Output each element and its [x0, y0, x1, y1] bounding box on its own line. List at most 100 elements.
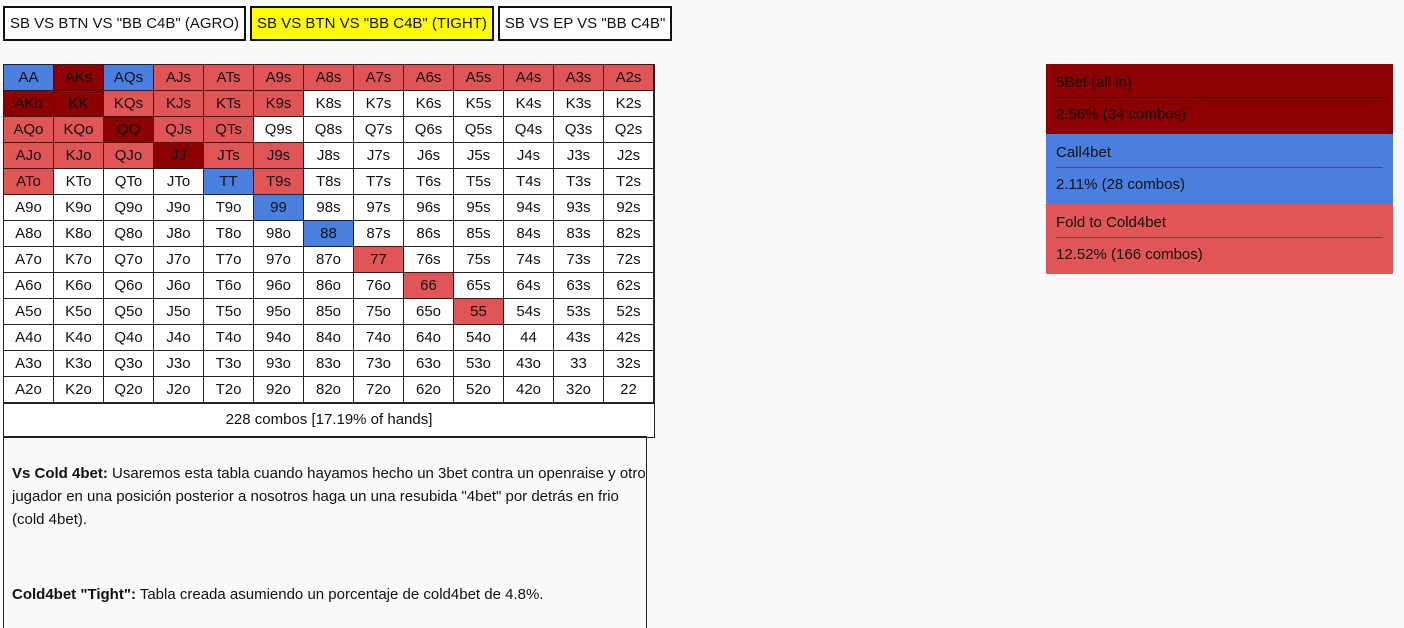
hand-cell[interactable]: A5s — [453, 64, 504, 91]
hand-cell[interactable]: 55 — [453, 298, 504, 325]
hand-cell[interactable]: T2o — [203, 376, 254, 403]
hand-cell[interactable]: ATs — [203, 64, 254, 91]
hand-cell[interactable]: 84s — [503, 220, 554, 247]
hand-cell[interactable]: QQ — [103, 116, 154, 143]
hand-cell[interactable]: K6o — [53, 272, 104, 299]
hand-cell[interactable]: J2s — [603, 142, 654, 169]
hand-cell[interactable]: 76o — [353, 272, 404, 299]
hand-cell[interactable]: 75s — [453, 246, 504, 273]
hand-cell[interactable]: 32o — [553, 376, 604, 403]
hand-cell[interactable]: 64o — [403, 324, 454, 351]
hand-cell[interactable]: A6o — [3, 272, 54, 299]
hand-cell[interactable]: AJs — [153, 64, 204, 91]
hand-cell[interactable]: A3o — [3, 350, 54, 377]
hand-cell[interactable]: J8s — [303, 142, 354, 169]
hand-cell[interactable]: 86s — [403, 220, 454, 247]
hand-cell[interactable]: 72s — [603, 246, 654, 273]
hand-cell[interactable]: T7s — [353, 168, 404, 195]
hand-cell[interactable]: K9o — [53, 194, 104, 221]
hand-cell[interactable]: 96o — [253, 272, 304, 299]
hand-cell[interactable]: K5o — [53, 298, 104, 325]
hand-cell[interactable]: J3o — [153, 350, 204, 377]
hand-cell[interactable]: 63s — [553, 272, 604, 299]
hand-cell[interactable]: QJs — [153, 116, 204, 143]
hand-cell[interactable]: 98s — [303, 194, 354, 221]
hand-cell[interactable]: 53s — [553, 298, 604, 325]
hand-cell[interactable]: J9o — [153, 194, 204, 221]
hand-cell[interactable]: 85o — [303, 298, 354, 325]
hand-cell[interactable]: 74o — [353, 324, 404, 351]
hand-cell[interactable]: T6s — [403, 168, 454, 195]
hand-cell[interactable]: 94s — [503, 194, 554, 221]
hand-cell[interactable]: JTo — [153, 168, 204, 195]
hand-cell[interactable]: T5s — [453, 168, 504, 195]
hand-cell[interactable]: J5s — [453, 142, 504, 169]
hand-cell[interactable]: Q9o — [103, 194, 154, 221]
hand-cell[interactable]: J7o — [153, 246, 204, 273]
hand-cell[interactable]: 77 — [353, 246, 404, 273]
hand-cell[interactable]: T3s — [553, 168, 604, 195]
hand-cell[interactable]: J5o — [153, 298, 204, 325]
hand-cell[interactable]: J9s — [253, 142, 304, 169]
hand-cell[interactable]: 94o — [253, 324, 304, 351]
hand-cell[interactable]: 97o — [253, 246, 304, 273]
hand-cell[interactable]: 87s — [353, 220, 404, 247]
hand-cell[interactable]: 43o — [503, 350, 554, 377]
hand-cell[interactable]: A9o — [3, 194, 54, 221]
hand-cell[interactable]: 93s — [553, 194, 604, 221]
hand-cell[interactable]: AA — [3, 64, 54, 91]
hand-cell[interactable]: 92o — [253, 376, 304, 403]
hand-cell[interactable]: A3s — [553, 64, 604, 91]
hand-cell[interactable]: 54o — [453, 324, 504, 351]
hand-cell[interactable]: A6s — [403, 64, 454, 91]
tab-sb-vs-btn-tight[interactable]: SB VS BTN VS "BB C4B" (TIGHT) — [250, 6, 494, 41]
hand-cell[interactable]: 42s — [603, 324, 654, 351]
hand-cell[interactable]: K7o — [53, 246, 104, 273]
hand-cell[interactable]: ATo — [3, 168, 54, 195]
hand-cell[interactable]: Q3s — [553, 116, 604, 143]
hand-cell[interactable]: 96s — [403, 194, 454, 221]
hand-cell[interactable]: JTs — [203, 142, 254, 169]
hand-cell[interactable]: J7s — [353, 142, 404, 169]
tab-sb-vs-btn-agro[interactable]: SB VS BTN VS "BB C4B" (AGRO) — [3, 6, 247, 41]
hand-cell[interactable]: T2s — [603, 168, 654, 195]
hand-cell[interactable]: 97s — [353, 194, 404, 221]
hand-cell[interactable]: K8o — [53, 220, 104, 247]
hand-cell[interactable]: 54s — [503, 298, 554, 325]
hand-cell[interactable]: 84o — [303, 324, 354, 351]
hand-cell[interactable]: Q6s — [403, 116, 454, 143]
hand-cell[interactable]: 65o — [403, 298, 454, 325]
hand-cell[interactable]: 62o — [403, 376, 454, 403]
hand-cell[interactable]: 52o — [453, 376, 504, 403]
hand-cell[interactable]: T5o — [203, 298, 254, 325]
hand-cell[interactable]: 82s — [603, 220, 654, 247]
hand-cell[interactable]: J6s — [403, 142, 454, 169]
hand-cell[interactable]: A7o — [3, 246, 54, 273]
hand-cell[interactable]: KQs — [103, 90, 154, 117]
hand-cell[interactable]: T9s — [253, 168, 304, 195]
hand-cell[interactable]: 86o — [303, 272, 354, 299]
hand-cell[interactable]: AQs — [103, 64, 154, 91]
hand-cell[interactable]: A7s — [353, 64, 404, 91]
hand-cell[interactable]: QTs — [203, 116, 254, 143]
hand-cell[interactable]: T6o — [203, 272, 254, 299]
hand-cell[interactable]: 33 — [553, 350, 604, 377]
hand-cell[interactable]: T8o — [203, 220, 254, 247]
hand-cell[interactable]: K6s — [403, 90, 454, 117]
hand-cell[interactable]: 53o — [453, 350, 504, 377]
hand-cell[interactable]: 74s — [503, 246, 554, 273]
hand-cell[interactable]: K4s — [503, 90, 554, 117]
hand-cell[interactable]: 32s — [603, 350, 654, 377]
hand-cell[interactable]: A2s — [603, 64, 654, 91]
hand-cell[interactable]: T7o — [203, 246, 254, 273]
hand-cell[interactable]: Q8s — [303, 116, 354, 143]
hand-cell[interactable]: K7s — [353, 90, 404, 117]
hand-cell[interactable]: 99 — [253, 194, 304, 221]
hand-cell[interactable]: A4s — [503, 64, 554, 91]
hand-cell[interactable]: J8o — [153, 220, 204, 247]
tab-sb-vs-ep[interactable]: SB VS EP VS "BB C4B" — [497, 6, 673, 41]
hand-cell[interactable]: A2o — [3, 376, 54, 403]
hand-cell[interactable]: A8s — [303, 64, 354, 91]
hand-cell[interactable]: 76s — [403, 246, 454, 273]
hand-cell[interactable]: 82o — [303, 376, 354, 403]
